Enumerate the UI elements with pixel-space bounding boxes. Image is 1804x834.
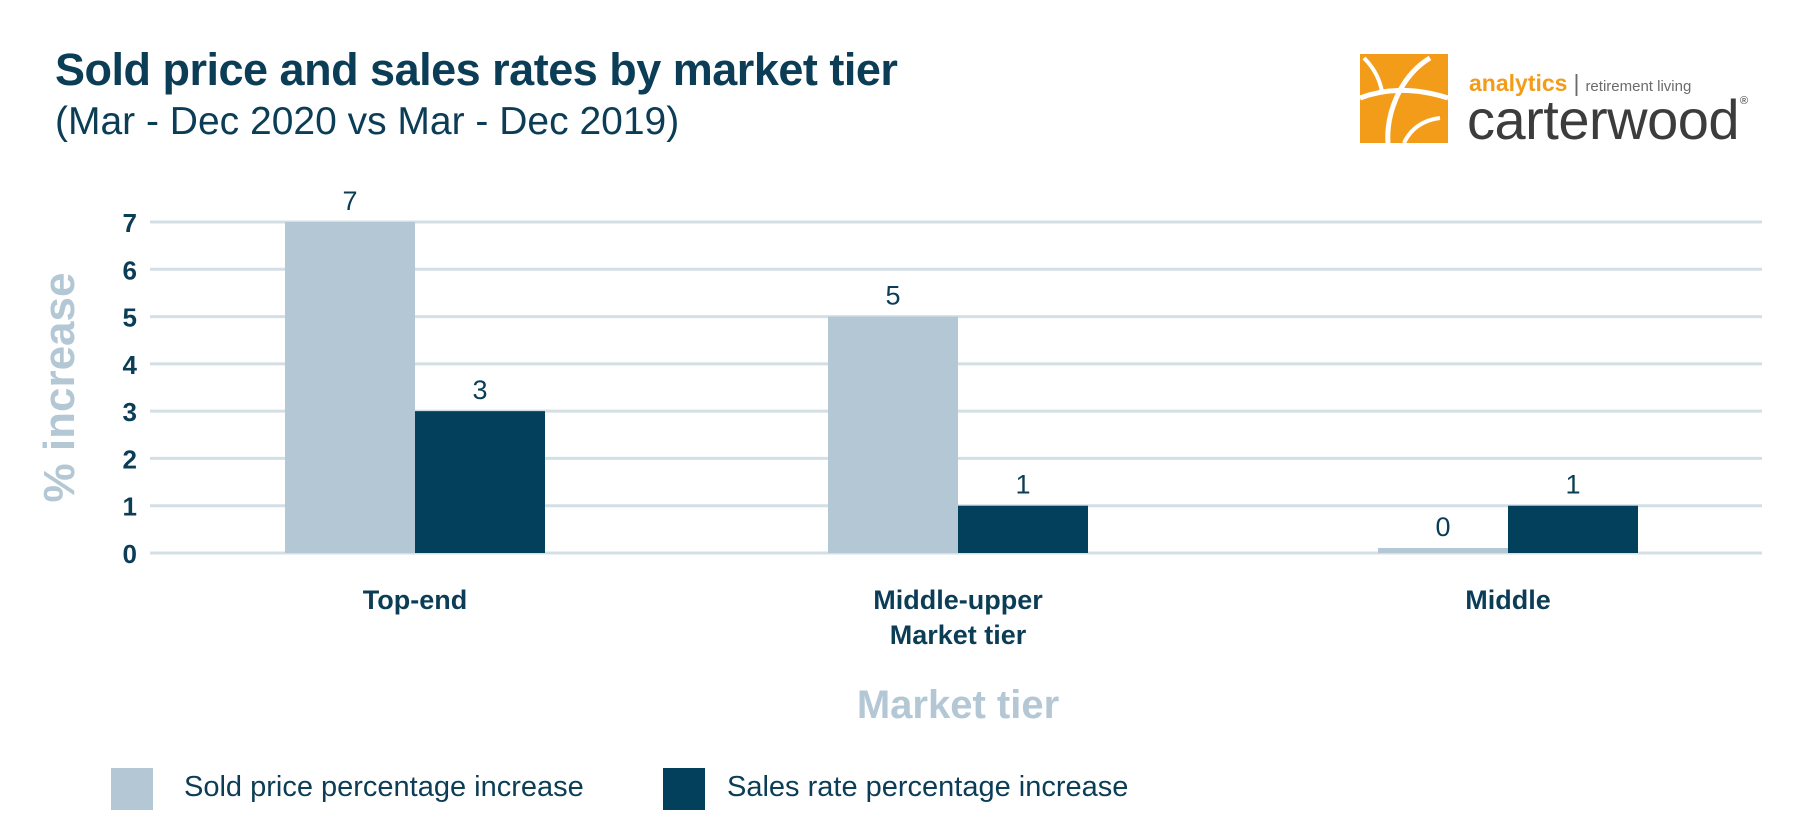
logo-registered-mark: ®: [1740, 95, 1748, 107]
legend-label-sold-price: Sold price percentage increase: [184, 771, 584, 803]
logo-brand-name: carterwood: [1467, 88, 1740, 151]
y-tick-label: 0: [123, 539, 137, 569]
y-tick-label: 5: [123, 303, 137, 333]
bar-value-labels: 7 5 0 3 1 1: [342, 186, 1580, 542]
y-tick-label: 3: [123, 397, 137, 427]
x-axis-label: Market tier: [857, 683, 1059, 727]
y-tick-label: 7: [123, 208, 137, 238]
bar-value-label: 5: [885, 281, 900, 311]
x-tick-label: Middle: [1465, 585, 1551, 615]
x-tick-label: Middle-upper: [873, 585, 1043, 615]
x-tick-label: Top-end: [363, 585, 467, 615]
bar-value-label: 1: [1015, 470, 1030, 500]
x-tick-sublabel: Market tier: [890, 620, 1027, 650]
bar-value-label: 0: [1435, 512, 1450, 542]
logo-tagline-text: retirement living: [1585, 78, 1692, 95]
bar-sold-price-1: [828, 316, 958, 553]
carterwood-logo: analytics | retirement living carterwood®: [1360, 52, 1760, 148]
chart-subtitle: (Mar - Dec 2020 vs Mar - Dec 2019): [55, 100, 680, 143]
bar-value-label: 3: [472, 375, 487, 405]
chart-title: Sold price and sales rates by market tie…: [55, 44, 898, 95]
logo-brand: carterwood®: [1467, 92, 1748, 148]
y-axis-ticks: 0 1 2 3 4 5 6 7: [123, 208, 138, 569]
logo-tagline-accent: analytics: [1469, 70, 1568, 96]
bar-sold-price-0: [285, 222, 415, 553]
bar-sales-rate-1: [958, 505, 1088, 553]
y-tick-label: 1: [123, 492, 137, 522]
logo-separator: |: [1573, 70, 1580, 96]
bar-value-label: 7: [342, 186, 357, 216]
carterwood-logo-mark-icon: [1360, 54, 1448, 143]
y-tick-label: 4: [123, 350, 138, 380]
bar-sales-rate-0: [415, 411, 545, 553]
bars: [285, 222, 1638, 553]
legend-swatch-sales-rate: [663, 768, 705, 810]
x-axis-ticks: Top-end Middle-upper Middle Market tier: [363, 585, 1551, 650]
y-tick-label: 6: [123, 255, 137, 285]
bar-sold-price-2: [1378, 548, 1508, 553]
y-axis-label: % increase: [35, 273, 84, 503]
bar-sales-rate-2: [1508, 505, 1638, 553]
legend-label-sales-rate: Sales rate percentage increase: [727, 771, 1129, 803]
bar-value-label: 1: [1565, 470, 1580, 500]
legend-swatch-sold-price: [111, 768, 153, 810]
y-tick-label: 2: [123, 444, 137, 474]
logo-tagline: analytics | retirement living: [1469, 70, 1691, 97]
